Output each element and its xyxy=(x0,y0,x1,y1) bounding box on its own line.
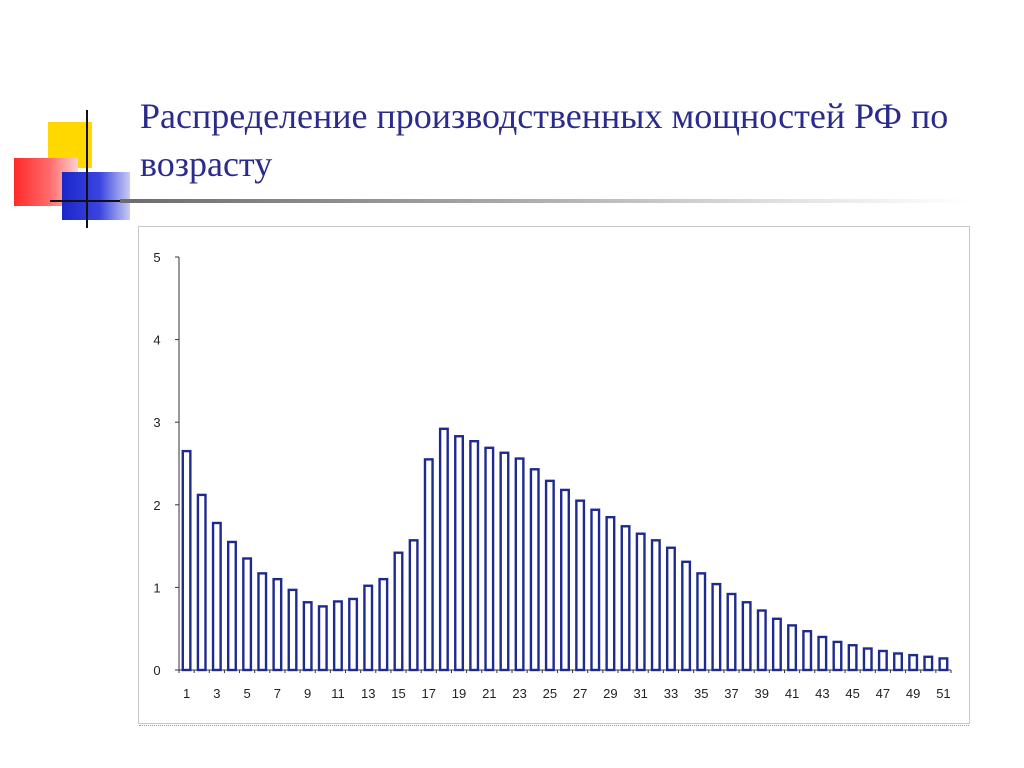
x-tick-label: 27 xyxy=(573,686,587,701)
bar xyxy=(332,600,343,672)
bar xyxy=(756,609,767,672)
bar xyxy=(771,617,782,672)
bar xyxy=(499,451,510,672)
bar xyxy=(635,532,646,672)
slide-title: Распределение производственных мощностей… xyxy=(140,96,949,184)
bar xyxy=(696,572,707,672)
x-tick-label: 43 xyxy=(815,686,829,701)
x-tick-label: 21 xyxy=(482,686,496,701)
bar xyxy=(923,655,934,672)
x-tick-label: 9 xyxy=(304,686,311,701)
bar xyxy=(575,499,586,672)
bar xyxy=(484,446,495,672)
x-tick-label: 31 xyxy=(633,686,647,701)
y-tick-label: 0 xyxy=(153,663,160,678)
bar xyxy=(665,546,676,672)
bar xyxy=(454,435,465,672)
bar xyxy=(908,653,919,672)
title-underline-rule xyxy=(120,199,970,203)
x-tick-label: 19 xyxy=(452,686,466,701)
x-tick-label: 37 xyxy=(724,686,738,701)
x-tick-label: 15 xyxy=(391,686,405,701)
bar xyxy=(847,644,858,672)
bar xyxy=(893,652,904,672)
y-tick-label: 5 xyxy=(153,250,160,265)
bar xyxy=(196,493,207,672)
bar xyxy=(544,479,555,672)
decor-horizontal-line xyxy=(50,200,150,202)
bar xyxy=(302,601,313,672)
bar xyxy=(802,629,813,672)
x-tick-label: 39 xyxy=(755,686,769,701)
x-tick-label: 13 xyxy=(361,686,375,701)
bar xyxy=(469,439,480,672)
x-tick-label: 29 xyxy=(603,686,617,701)
x-tick-label: 5 xyxy=(244,686,251,701)
bar xyxy=(378,577,389,672)
bar xyxy=(363,584,374,672)
bar xyxy=(862,647,873,672)
x-tick-label: 23 xyxy=(512,686,526,701)
bar xyxy=(741,601,752,672)
bar xyxy=(272,577,283,672)
bar xyxy=(605,515,616,672)
y-tick-label: 2 xyxy=(153,498,160,513)
bar xyxy=(650,539,661,672)
bar xyxy=(529,468,540,672)
x-tick-label: 41 xyxy=(785,686,799,701)
bar xyxy=(226,540,237,672)
decor-blue-square xyxy=(62,172,130,220)
bar xyxy=(408,539,419,672)
bar xyxy=(787,624,798,672)
x-tick-label: 11 xyxy=(331,686,345,701)
bar xyxy=(817,635,828,672)
bar xyxy=(620,525,631,672)
bar xyxy=(257,572,268,672)
bar xyxy=(681,560,692,672)
x-tick-label: 3 xyxy=(213,686,220,701)
x-tick-label: 35 xyxy=(694,686,708,701)
x-tick-label: 45 xyxy=(845,686,859,701)
x-tick-label: 47 xyxy=(876,686,890,701)
y-tick-label: 3 xyxy=(153,415,160,430)
bar xyxy=(877,649,888,672)
bar xyxy=(438,427,449,672)
x-tick-label: 33 xyxy=(664,686,678,701)
bar xyxy=(317,605,328,672)
bar xyxy=(211,521,222,672)
bar xyxy=(287,588,298,672)
bar xyxy=(393,551,404,672)
x-tick-label: 49 xyxy=(906,686,920,701)
decor-vertical-line xyxy=(86,110,88,228)
chart-frame: 0 1 2 3 4 5 1 3 5 7 9 11 13 15 17 19 21 23 25 27 29 31 33 35 37 3… xyxy=(138,226,970,726)
x-tick-label: 51 xyxy=(936,686,950,701)
bar xyxy=(832,640,843,672)
bar xyxy=(726,592,737,672)
bar xyxy=(938,657,949,672)
bar xyxy=(348,597,359,672)
bar xyxy=(590,508,601,672)
bar xyxy=(242,557,253,672)
x-tick-label: 1 xyxy=(183,686,190,701)
y-tick-label: 4 xyxy=(153,333,160,348)
x-tick-label: 25 xyxy=(543,686,557,701)
bar xyxy=(181,449,192,672)
bar xyxy=(514,457,525,672)
bar xyxy=(560,488,570,672)
bar xyxy=(711,582,722,672)
x-tick-label: 17 xyxy=(422,686,436,701)
y-tick-label: 1 xyxy=(153,580,160,595)
bar xyxy=(423,458,434,672)
x-tick-label: 7 xyxy=(274,686,281,701)
